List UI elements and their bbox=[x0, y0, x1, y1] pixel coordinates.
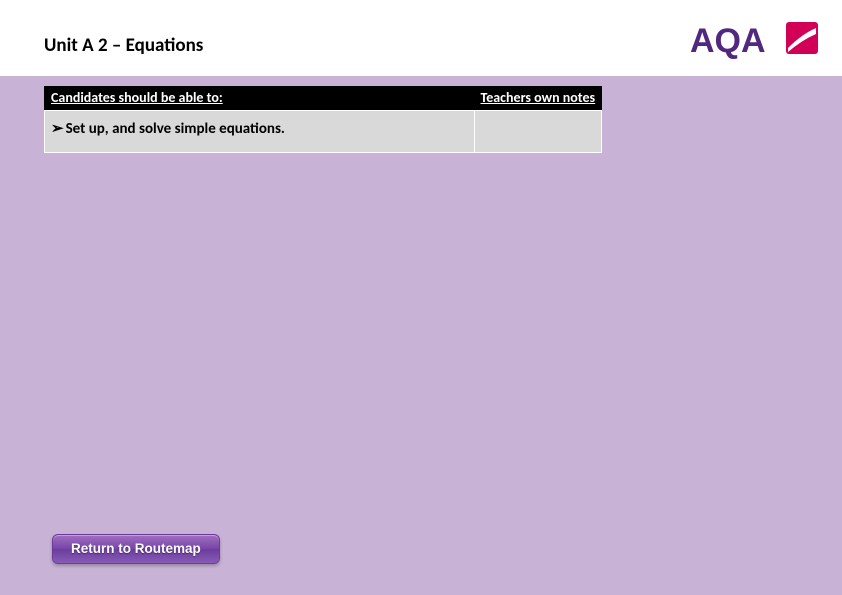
table-header-row: Candidates should be able to: Teachers o… bbox=[45, 87, 602, 111]
candidates-text: Set up, and solve simple equations. bbox=[66, 120, 285, 138]
table-row: ➢Set up, and solve simple equations. bbox=[45, 111, 602, 153]
cell-notes bbox=[475, 111, 602, 153]
bullet-icon: ➢ bbox=[51, 120, 64, 137]
logo-text: AQA bbox=[690, 22, 766, 60]
aqa-logo: AQA bbox=[690, 20, 820, 62]
return-to-routemap-button[interactable]: Return to Routemap bbox=[52, 534, 220, 564]
page-title: Unit A 2 – Equations bbox=[44, 34, 203, 57]
content-table: Candidates should be able to: Teachers o… bbox=[44, 86, 602, 153]
col-header-notes: Teachers own notes bbox=[475, 87, 602, 111]
cell-candidates: ➢Set up, and solve simple equations. bbox=[45, 111, 475, 153]
col-header-candidates: Candidates should be able to: bbox=[45, 87, 475, 111]
